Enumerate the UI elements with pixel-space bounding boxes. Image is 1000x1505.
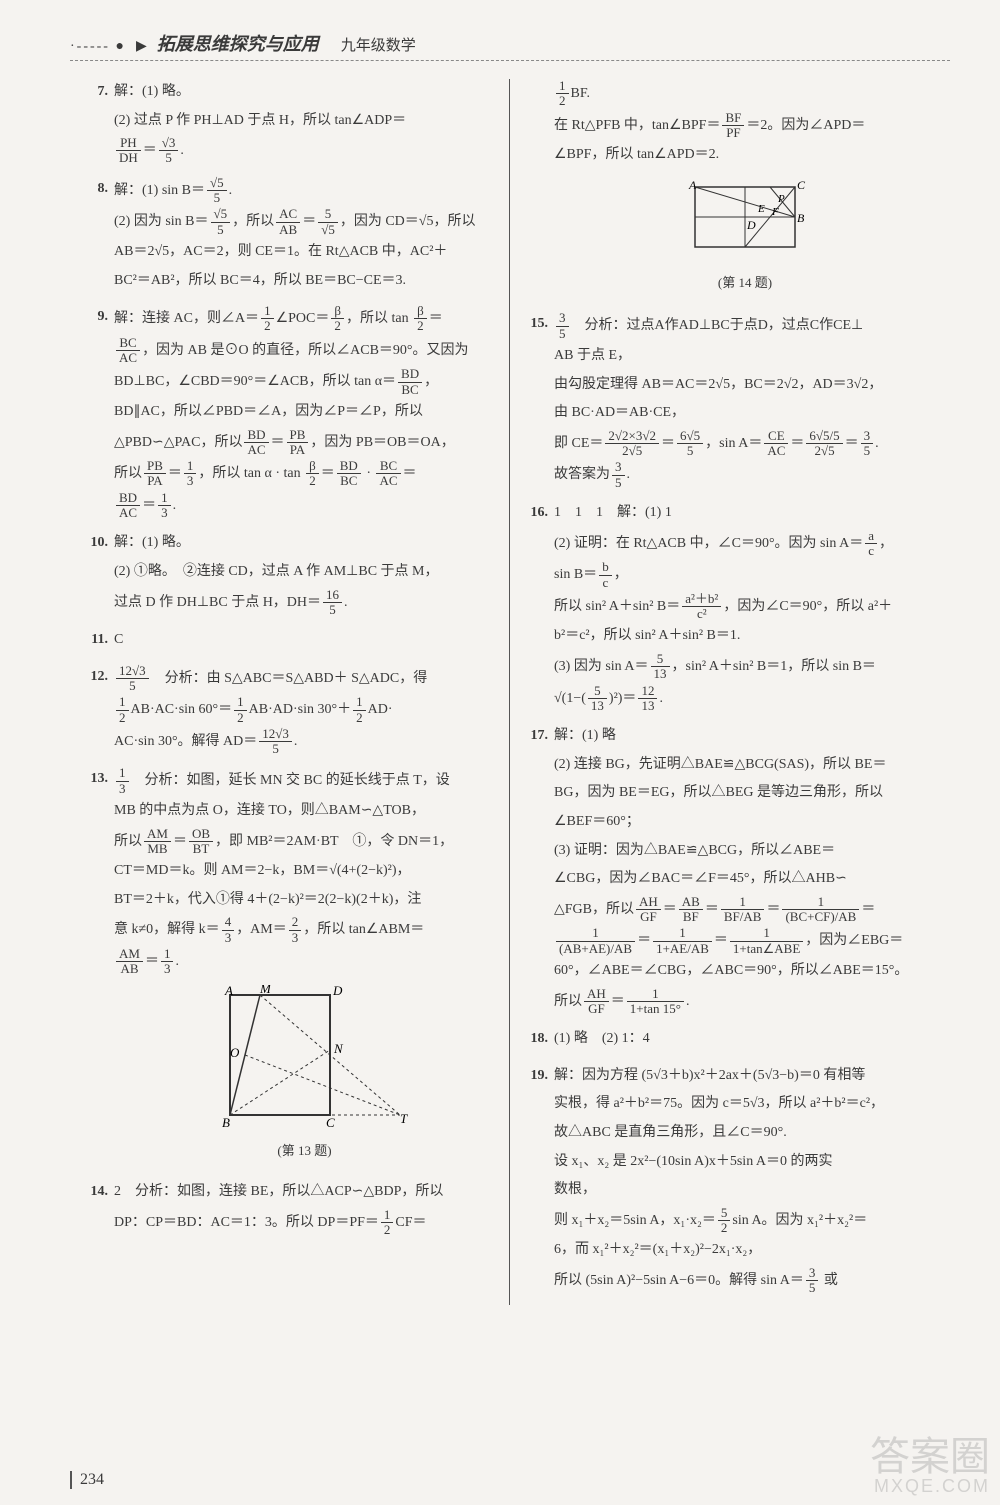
svg-text:A: A [224, 985, 233, 998]
q19: 19. 解：因为方程 (5√3＋b)x²＋2ax＋(5√3−b)＝0 有相等 实… [524, 1063, 936, 1298]
q10: 10. 解：(1) 略。 (2) ①略。 ②连接 CD，过点 A 作 AM⊥BC… [84, 530, 495, 619]
q17: 17. 解：(1) 略 (2) 连接 BG，先证明△BAE≌△BCG(SAS)，… [524, 723, 936, 1018]
left-column: 7. 解：(1) 略。 (2) 过点 P 作 PH⊥AD 于点 H，所以 tan… [70, 79, 510, 1305]
svg-text:F: F [771, 206, 779, 218]
header-title: 拓展思维探究与应用 [157, 30, 319, 56]
q14-figure: A C P F E D B (第 14 题) [554, 177, 936, 296]
svg-text:P: P [777, 193, 785, 205]
header-triangle: ▶ [136, 38, 147, 55]
header-subtitle: 九年级数学 [341, 34, 416, 55]
header-dots: ·----- ● [70, 39, 126, 55]
page-number: 234 [70, 1471, 104, 1489]
q14: 14. 2 分析：如图，连接 BE，所以△ACP∽△BDP，所以 DP：CP＝B… [84, 1179, 495, 1239]
svg-text:E: E [757, 203, 765, 215]
svg-text:O: O [230, 1045, 240, 1060]
svg-text:C: C [797, 178, 806, 192]
q7: 7. 解：(1) 略。 (2) 过点 P 作 PH⊥AD 于点 H，所以 tan… [84, 79, 495, 168]
svg-text:N: N [333, 1041, 344, 1056]
q9: 9. 解：连接 AC，则∠A＝12∠POC＝β2，所以 tan β2＝ BCAC… [84, 304, 495, 522]
page-header: ·----- ● ▶ 拓展思维探究与应用 九年级数学 [70, 30, 950, 61]
svg-text:D: D [746, 218, 756, 232]
watermark: 答案圈 MXQE.COM [870, 1437, 990, 1495]
q13: 13. 13 分析：如图，延长 MN 交 BC 的延长线于点 T，设 MB 的中… [84, 766, 495, 1171]
right-column: 12BF. 在 Rt△PFB 中，tan∠BPF＝BFPF＝2。因为∠APD＝ … [510, 79, 950, 1305]
q8: 8. 解：(1) sin B＝√55. (2) 因为 sin B＝√55，所以A… [84, 176, 495, 296]
svg-text:B: B [222, 1115, 230, 1130]
svg-text:D: D [332, 985, 343, 998]
q14-cont: 12BF. 在 Rt△PFB 中，tan∠BPF＝BFPF＝2。因为∠APD＝ … [524, 79, 936, 303]
q16: 16. 1 1 1 解：(1) 1 (2) 证明：在 Rt△ACB 中，∠C＝9… [524, 500, 936, 715]
svg-text:C: C [326, 1115, 335, 1130]
svg-text:B: B [797, 211, 805, 225]
svg-text:T: T [400, 1111, 408, 1126]
q12: 12. 12√35 分析：由 S△ABC＝S△ABD＋ S△ADC，得 12AB… [84, 664, 495, 759]
q11: 11. C [84, 627, 495, 656]
svg-text:A: A [688, 178, 697, 192]
q15: 15. 35 分析：过点A作AD⊥BC于点D，过点C作CE⊥ AB 于点 E， … [524, 311, 936, 492]
q18: 18. (1) 略 (2) 1：4 [524, 1026, 936, 1055]
svg-text:M: M [259, 985, 272, 996]
q13-figure: A M D O N B C T (第 13 题) [114, 985, 495, 1164]
